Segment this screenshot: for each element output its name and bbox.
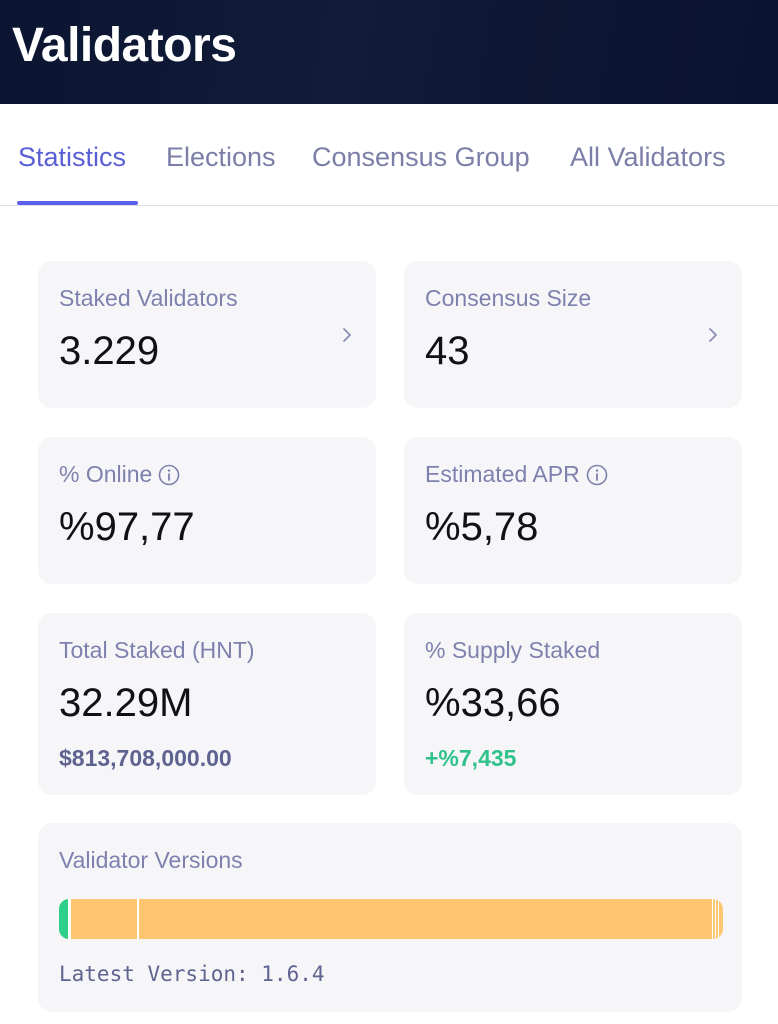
supply-staked-value: %33,66 xyxy=(425,681,561,725)
apr-label: Estimated APR xyxy=(425,461,580,487)
page-header: Validators xyxy=(0,0,778,104)
active-tab-indicator xyxy=(17,201,138,205)
total-staked-value: 32.29M xyxy=(59,681,193,725)
segment-divider xyxy=(715,899,716,939)
segment-divider xyxy=(712,899,713,939)
supply-staked-card: % Supply Staked %33,66 +%7,435 xyxy=(404,613,742,795)
page-title: Validators xyxy=(12,19,237,72)
staked-validators-card[interactable]: Staked Validators 3.229 xyxy=(38,261,376,408)
total-staked-label: Total Staked (HNT) xyxy=(59,637,255,663)
consensus-size-card[interactable]: Consensus Size 43 xyxy=(404,261,742,408)
apr-value: %5,78 xyxy=(425,505,539,549)
tab-elections[interactable]: Elections xyxy=(166,142,276,172)
consensus-size-label: Consensus Size xyxy=(425,285,592,311)
online-label: % Online xyxy=(59,461,153,487)
version-segment xyxy=(59,899,68,939)
online-value: %97,77 xyxy=(59,505,195,549)
tab-bar: Statistics Elections Consensus Group All… xyxy=(0,104,778,206)
supply-staked-change: +%7,435 xyxy=(425,745,517,771)
tab-all-validators[interactable]: All Validators xyxy=(570,142,726,172)
online-card: % Online %97,77 xyxy=(38,437,376,584)
supply-staked-label: % Supply Staked xyxy=(425,637,601,663)
total-staked-card: Total Staked (HNT) 32.29M $813,708,000.0… xyxy=(38,613,376,795)
version-distribution-bar[interactable] xyxy=(59,899,723,939)
validator-versions-card: Validator Versions Latest Version: 1.6.4 xyxy=(38,823,742,1012)
consensus-size-value: 43 xyxy=(425,329,470,373)
segment-divider xyxy=(68,899,71,939)
staked-validators-value: 3.229 xyxy=(59,329,160,373)
staked-validators-label: Staked Validators xyxy=(59,285,238,311)
info-icon[interactable] xyxy=(586,464,608,486)
tab-consensus-group[interactable]: Consensus Group xyxy=(312,142,530,172)
apr-card: Estimated APR %5,78 xyxy=(404,437,742,584)
validator-versions-label: Validator Versions xyxy=(59,847,243,873)
segment-divider xyxy=(718,899,719,939)
info-icon[interactable] xyxy=(158,464,180,486)
chevron-right-icon[interactable] xyxy=(706,325,720,345)
apr-label-wrap: Estimated APR xyxy=(425,461,608,488)
tab-statistics[interactable]: Statistics xyxy=(18,142,127,172)
segment-divider xyxy=(137,899,139,939)
online-label-wrap: % Online xyxy=(59,461,180,488)
total-staked-usd: $813,708,000.00 xyxy=(59,745,232,771)
chevron-right-icon[interactable] xyxy=(340,325,354,345)
latest-version-text: Latest Version: 1.6.4 xyxy=(59,962,325,986)
